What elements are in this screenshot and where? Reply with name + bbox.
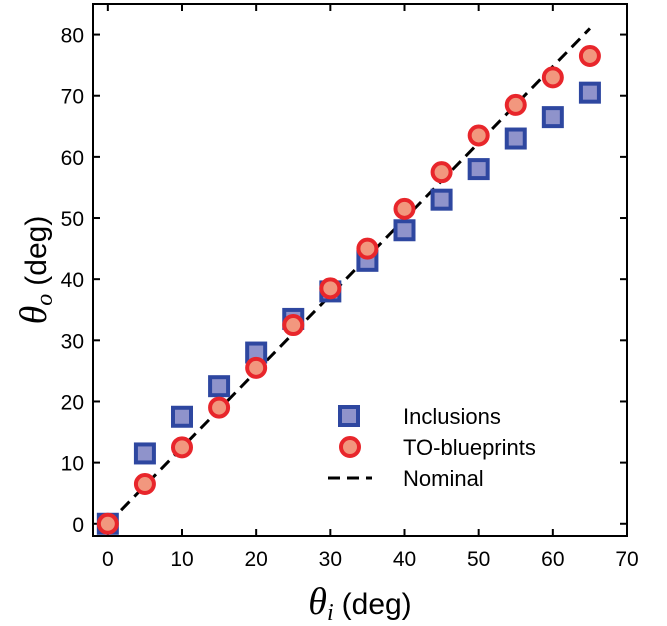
y-axis-label: θo (deg) xyxy=(13,216,58,325)
to-blueprints-point xyxy=(393,197,416,220)
to-blueprints-point xyxy=(133,473,156,496)
legend-marker-inclusions xyxy=(338,405,360,427)
inclusions-point xyxy=(393,219,416,242)
y-axis-unit: (deg) xyxy=(20,216,53,286)
x-axis-subscript: i xyxy=(327,600,334,626)
y-tick-label: 20 xyxy=(61,391,84,414)
x-tick-label: 0 xyxy=(102,548,114,571)
inclusions-point xyxy=(467,158,490,181)
x-tick-label: 70 xyxy=(615,548,638,571)
inclusions-point xyxy=(133,442,156,465)
to-blueprints-point xyxy=(541,66,564,89)
y-tick-label: 30 xyxy=(61,330,84,353)
y-tick-label: 40 xyxy=(61,269,84,292)
x-tick-label: 10 xyxy=(170,548,193,571)
legend: Inclusions TO-blueprints Nominal xyxy=(328,404,536,491)
x-tick-label: 60 xyxy=(541,548,564,571)
x-axis-symbol: θ xyxy=(308,581,327,623)
y-tick-label: 10 xyxy=(61,453,84,476)
y-tick-label: 80 xyxy=(61,25,84,48)
legend-marker-to-blueprints xyxy=(339,436,361,458)
to-blueprints-point xyxy=(208,396,231,419)
y-tick-label: 70 xyxy=(61,86,84,109)
x-tick-label: 40 xyxy=(393,548,416,571)
to-blueprints-point xyxy=(245,356,268,379)
y-tick-label: 60 xyxy=(61,147,84,170)
y-axis-symbol: θ xyxy=(13,306,55,325)
to-blueprints-point xyxy=(171,436,193,459)
inclusions-point xyxy=(171,405,193,428)
y-tick-label: 50 xyxy=(61,208,84,231)
to-blueprints-point xyxy=(578,44,601,67)
to-blueprints-point xyxy=(319,277,342,300)
to-blueprints-point xyxy=(356,237,379,260)
x-tick-label: 30 xyxy=(319,548,342,571)
y-tick-label: 0 xyxy=(72,514,84,537)
inclusions-point xyxy=(430,188,453,211)
inclusions-point xyxy=(541,106,564,129)
legend-label-to-blueprints: TO-blueprints xyxy=(403,435,536,460)
x-tick-label: 50 xyxy=(467,548,490,571)
legend-label-inclusions: Inclusions xyxy=(403,404,501,429)
to-blueprints-point xyxy=(96,512,119,535)
y-axis-subscript: o xyxy=(32,294,58,306)
to-blueprints-point xyxy=(467,124,490,147)
inclusions-point xyxy=(208,375,231,398)
x-axis-label: θi (deg) xyxy=(308,581,411,626)
to-blueprints-point xyxy=(430,161,453,184)
markers-layer xyxy=(96,44,601,535)
inclusions-point xyxy=(578,81,601,104)
inclusions-point xyxy=(504,127,527,150)
x-axis-unit: (deg) xyxy=(342,588,412,621)
to-blueprints-point xyxy=(504,93,527,116)
x-tick-label: 20 xyxy=(244,548,267,571)
axis-ticks: 0 10 20 30 40 50 60 70 0 10 20 30 40 50 60 70 80 xyxy=(61,4,639,571)
plot-frame xyxy=(92,3,628,537)
legend-label-nominal: Nominal xyxy=(403,466,484,491)
to-blueprints-point xyxy=(282,314,305,337)
